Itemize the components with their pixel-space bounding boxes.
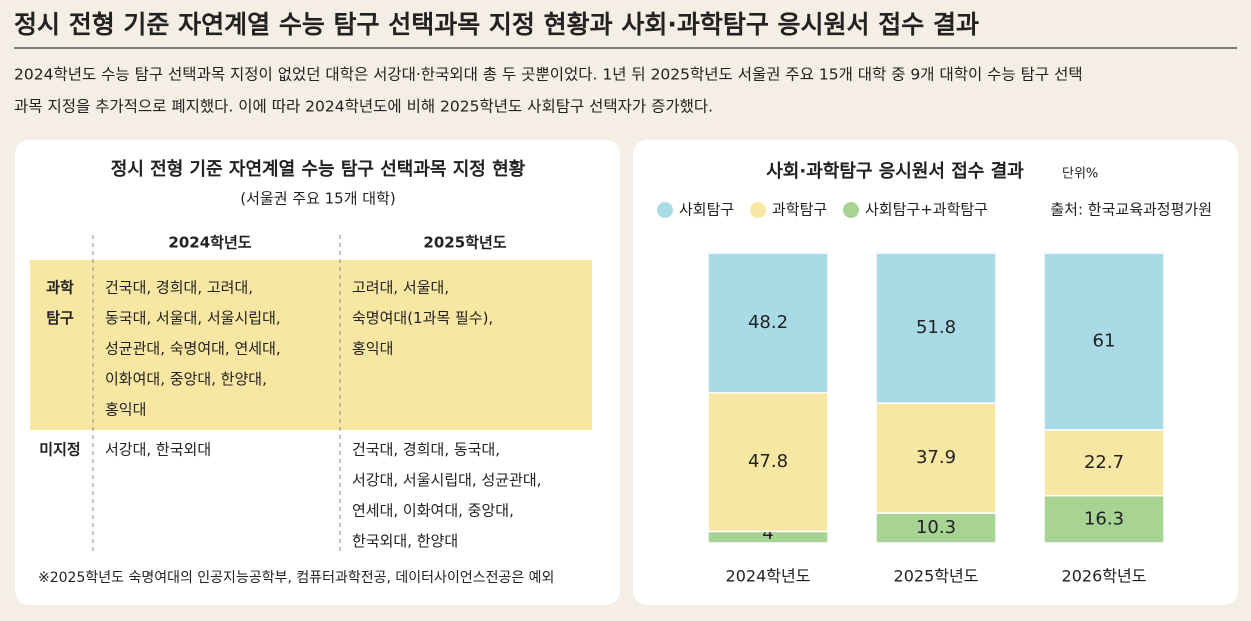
page-title: 정시 전형 기준 자연계열 수능 탐구 선택과목 지정 현황과 사회·과학탐구 … — [14, 10, 979, 39]
table-cell: 홍익대 — [105, 401, 146, 419]
highlight-row — [30, 260, 592, 430]
table-cell: 서강대, 서울시립대, 성균관대, — [352, 471, 541, 489]
column-header: 2025학년도 — [423, 234, 506, 252]
description: 2024학년도 수능 탐구 선택과목 지정이 없었던 대학은 서강대·한국외대 … — [14, 66, 1083, 84]
data-label: 61 — [1093, 330, 1116, 351]
table-cell: 한국외대, 한양대 — [352, 532, 458, 550]
table-cell: 성균관대, 숙명여대, 연세대, — [105, 340, 281, 358]
description: 과목 지정을 추가적으로 폐지했다. 이에 따라 2024학년도에 비해 202… — [14, 98, 713, 116]
table-cell: 동국대, 서울대, 서울시립대, — [105, 309, 281, 327]
column-header: 2024학년도 — [168, 234, 251, 252]
bar-segment — [1043, 252, 1165, 431]
table-cell: 홍익대 — [352, 340, 393, 358]
table-cell: 서강대, 한국외대 — [105, 441, 211, 459]
table-subtitle: (서울권 주요 15개 대학) — [240, 190, 396, 208]
source: 출처: 한국교육과정평가원 — [1050, 201, 1212, 219]
legend-label: 사회탐구+과학탐구 — [865, 201, 988, 219]
legend-swatch — [657, 202, 673, 218]
data-label: 37.9 — [916, 447, 956, 468]
row-label: 탐구 — [46, 309, 74, 327]
x-tick-label: 2026학년도 — [1062, 567, 1147, 586]
data-label: 16.3 — [1084, 508, 1124, 529]
table-cell: 숙명여대(1과목 필수), — [352, 309, 493, 327]
table-title: 정시 전형 기준 자연계열 수능 탐구 선택과목 지정 현황 — [111, 159, 526, 180]
bar-segment — [1043, 429, 1165, 497]
chart-title: 사회·과학탐구 응시원서 접수 결과 — [766, 160, 1024, 182]
unit: 단위% — [1062, 167, 1098, 182]
x-tick-label: 2025학년도 — [894, 567, 979, 586]
table-cell: 건국대, 경희대, 고려대, — [105, 279, 253, 297]
footnote: ※2025학년도 숙명여대의 인공지능공학부, 컴퓨터과학전공, 데이터사이언스… — [38, 570, 554, 586]
bar-segment — [875, 252, 997, 404]
data-label: 10.3 — [916, 517, 956, 538]
legend-swatch — [843, 202, 859, 218]
row-label: 미지정 — [39, 441, 80, 459]
x-tick-label: 2024학년도 — [726, 567, 811, 586]
table-cell: 고려대, 서울대, — [352, 279, 449, 297]
row-label: 과학 — [46, 279, 74, 297]
bar-segment — [1043, 494, 1165, 544]
data-label: 51.8 — [916, 317, 956, 338]
data-label: 48.2 — [748, 312, 788, 333]
data-label: 4 — [762, 523, 773, 544]
data-label: 22.7 — [1084, 452, 1124, 473]
table-cell: 이화여대, 중앙대, 한양대, — [105, 370, 267, 388]
legend-label: 과학탐구 — [772, 201, 827, 219]
legend-label: 사회탐구 — [679, 201, 734, 219]
table-cell: 연세대, 이화여대, 중앙대, — [352, 502, 514, 520]
data-label: 47.8 — [748, 451, 788, 472]
legend-swatch — [750, 202, 766, 218]
bar-segment — [707, 252, 829, 394]
table-cell: 건국대, 경희대, 동국대, — [352, 441, 500, 459]
